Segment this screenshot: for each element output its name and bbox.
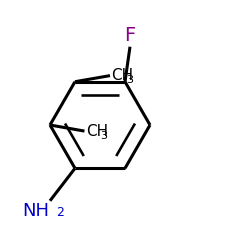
Text: 3: 3 xyxy=(100,130,107,140)
Text: 3: 3 xyxy=(126,75,133,85)
Text: NH: NH xyxy=(22,202,49,220)
Text: F: F xyxy=(124,26,136,46)
Text: CH: CH xyxy=(111,68,134,83)
Text: 2: 2 xyxy=(56,206,64,219)
Text: CH: CH xyxy=(86,124,108,138)
